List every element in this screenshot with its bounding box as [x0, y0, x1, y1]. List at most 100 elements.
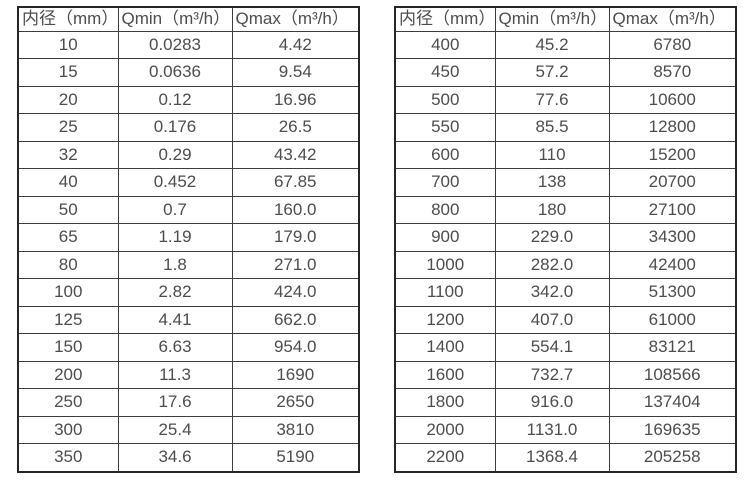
table-cell: 25 [17, 113, 119, 142]
table-cell: 732.7 [494, 360, 610, 390]
table-cell: 500 [394, 85, 496, 115]
table-cell: 1.8 [117, 250, 233, 280]
table-row: 150 6.63 954.0 [17, 333, 360, 362]
col-header-qmax: Qmax（m³/h） [231, 6, 360, 32]
table-cell: 2200 [394, 443, 496, 473]
table-cell: 8570 [608, 58, 737, 87]
table-cell: 2000 [394, 415, 496, 445]
table-cell: 1100 [394, 278, 496, 307]
table-cell: 916.0 [494, 388, 610, 417]
table-row: 1400 554.1 83121 [394, 333, 737, 362]
table-cell: 1800 [394, 388, 496, 417]
table-cell: 100 [17, 278, 119, 307]
table-cell: 400 [394, 30, 496, 60]
table-cell: 0.7 [117, 195, 233, 225]
table-body: 10 0.0283 4.42 15 0.0636 9.54 20 0.12 16.96 25 0.1… [17, 30, 360, 473]
table-cell: 954.0 [231, 333, 360, 362]
table-cell: 17.6 [117, 388, 233, 417]
table-cell: 169635 [608, 415, 737, 445]
table-cell: 160.0 [231, 195, 360, 225]
table-cell: 137404 [608, 388, 737, 417]
table-body: 400 45.2 6780 450 57.2 8570 500 77.6 10600 550 85.… [394, 30, 737, 473]
flow-rate-spec-page: 内径（mm） Qmin（m³/h） Qmax（m³/h） 10 0.0283 4.4… [17, 6, 737, 473]
table-row: 1100 342.0 51300 [394, 278, 737, 307]
table-cell: 271.0 [231, 250, 360, 280]
table-row: 25 0.176 26.5 [17, 113, 360, 142]
table-cell: 1131.0 [494, 415, 610, 445]
table-row: 1600 732.7 108566 [394, 360, 737, 390]
table-cell: 15 [17, 58, 119, 87]
table-row: 700 138 20700 [394, 168, 737, 197]
table-row: 10 0.0283 4.42 [17, 30, 360, 60]
table-cell: 0.452 [117, 168, 233, 197]
table-row: 400 45.2 6780 [394, 30, 737, 60]
table-cell: 57.2 [494, 58, 610, 87]
table-cell: 350 [17, 443, 119, 473]
table-cell: 424.0 [231, 278, 360, 307]
table-cell: 0.176 [117, 113, 233, 142]
table-cell: 67.85 [231, 168, 360, 197]
table-cell: 205258 [608, 443, 737, 473]
table-cell: 80 [17, 250, 119, 280]
col-header-qmax: Qmax（m³/h） [608, 6, 737, 32]
table-cell: 1600 [394, 360, 496, 390]
table-cell: 77.6 [494, 85, 610, 115]
table-cell: 700 [394, 168, 496, 197]
table-row: 50 0.7 160.0 [17, 195, 360, 225]
table-cell: 4.42 [231, 30, 360, 60]
table-cell: 200 [17, 360, 119, 390]
table-cell: 6.63 [117, 333, 233, 362]
table-cell: 20700 [608, 168, 737, 197]
table-cell: 110 [494, 140, 610, 170]
col-header-qmin: Qmin（m³/h） [117, 6, 233, 32]
table-row: 20 0.12 16.96 [17, 85, 360, 115]
table-cell: 1.19 [117, 223, 233, 252]
table-cell: 1690 [231, 360, 360, 390]
flow-table-small-diameter: 内径（mm） Qmin（m³/h） Qmax（m³/h） 10 0.0283 4.4… [17, 6, 360, 473]
table-cell: 15200 [608, 140, 737, 170]
table-row: 800 180 27100 [394, 195, 737, 225]
table-row: 80 1.8 271.0 [17, 250, 360, 280]
table-cell: 125 [17, 305, 119, 335]
table-cell: 10600 [608, 85, 737, 115]
table-row: 40 0.452 67.85 [17, 168, 360, 197]
table-row: 1200 407.0 61000 [394, 305, 737, 335]
table-cell: 342.0 [494, 278, 610, 307]
table-cell: 3810 [231, 415, 360, 445]
table-cell: 26.5 [231, 113, 360, 142]
table-row: 65 1.19 179.0 [17, 223, 360, 252]
table-cell: 450 [394, 58, 496, 87]
header-row: 内径（mm） Qmin（m³/h） Qmax（m³/h） [17, 6, 360, 32]
table-cell: 282.0 [494, 250, 610, 280]
table-row: 300 25.4 3810 [17, 415, 360, 445]
table-cell: 0.29 [117, 140, 233, 170]
table-cell: 42400 [608, 250, 737, 280]
table-cell: 180 [494, 195, 610, 225]
header-row: 内径（mm） Qmin（m³/h） Qmax（m³/h） [394, 6, 737, 32]
table-cell: 40 [17, 168, 119, 197]
table-cell: 11.3 [117, 360, 233, 390]
table-row: 600 110 15200 [394, 140, 737, 170]
table-cell: 0.0283 [117, 30, 233, 60]
table-cell: 0.12 [117, 85, 233, 115]
table-row: 2000 1131.0 169635 [394, 415, 737, 445]
col-header-qmin: Qmin（m³/h） [494, 6, 610, 32]
table-cell: 6780 [608, 30, 737, 60]
table-row: 32 0.29 43.42 [17, 140, 360, 170]
table-cell: 662.0 [231, 305, 360, 335]
table-cell: 1368.4 [494, 443, 610, 473]
table-row: 200 11.3 1690 [17, 360, 360, 390]
col-header-inner-diameter: 内径（mm） [394, 6, 496, 32]
table-cell: 250 [17, 388, 119, 417]
table-cell: 12800 [608, 113, 737, 142]
table-row: 1800 916.0 137404 [394, 388, 737, 417]
table-cell: 43.42 [231, 140, 360, 170]
table-cell: 2.82 [117, 278, 233, 307]
table-cell: 25.4 [117, 415, 233, 445]
table-cell: 1200 [394, 305, 496, 335]
table-cell: 179.0 [231, 223, 360, 252]
table-cell: 20 [17, 85, 119, 115]
table-cell: 16.96 [231, 85, 360, 115]
table-cell: 9.54 [231, 58, 360, 87]
table-cell: 108566 [608, 360, 737, 390]
